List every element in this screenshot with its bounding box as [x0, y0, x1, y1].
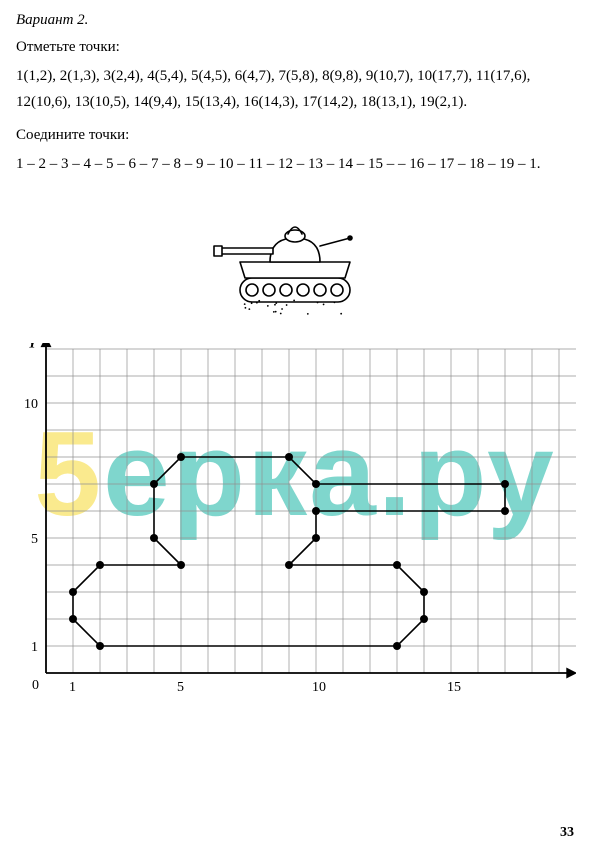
svg-text:10: 10 [312, 680, 326, 693]
tank-illustration [16, 198, 574, 323]
svg-text:0: 0 [32, 678, 39, 693]
chart-svg: 01510151510XY [16, 343, 576, 693]
page-number: 33 [560, 825, 574, 841]
variant-title: Вариант 2. [16, 12, 574, 29]
connect-sequence-text: 1 – 2 – 3 – 4 – 5 – 6 – 7 – 8 – 9 – 10 –… [16, 152, 574, 178]
svg-text:15: 15 [447, 680, 461, 693]
svg-text:5: 5 [31, 532, 38, 547]
svg-text:5: 5 [177, 680, 184, 693]
svg-text:10: 10 [24, 397, 38, 412]
svg-text:Y: Y [28, 343, 38, 352]
connect-points-heading: Соедините точки: [16, 127, 574, 144]
mark-points-heading: Отметьте точки: [16, 39, 574, 56]
points-list-text: 1(1,2), 2(1,3), 3(2,4), 4(5,4), 5(4,5), … [16, 64, 574, 115]
coordinate-chart: 01510151510XY [16, 343, 574, 698]
svg-text:1: 1 [69, 680, 76, 693]
tank-icon [210, 198, 380, 318]
svg-text:1: 1 [31, 640, 38, 655]
